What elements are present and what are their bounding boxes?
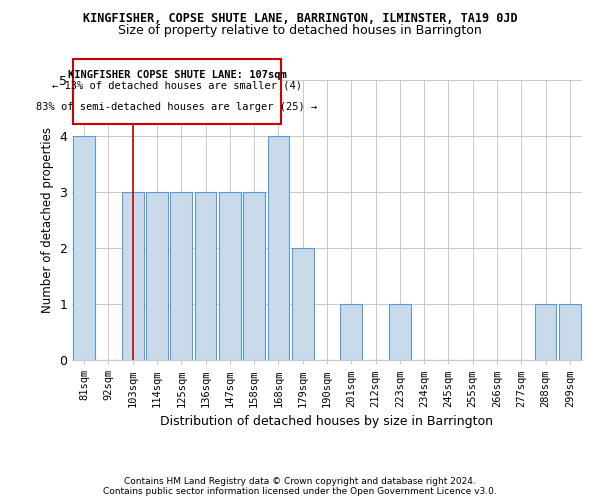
Bar — [219, 192, 241, 360]
Bar — [389, 304, 411, 360]
FancyBboxPatch shape — [73, 58, 281, 124]
Bar — [122, 192, 143, 360]
Bar — [340, 304, 362, 360]
X-axis label: Distribution of detached houses by size in Barrington: Distribution of detached houses by size … — [161, 415, 493, 428]
Bar — [559, 304, 581, 360]
Text: ← 13% of detached houses are smaller (4): ← 13% of detached houses are smaller (4) — [52, 80, 302, 90]
Bar — [243, 192, 265, 360]
Text: Contains HM Land Registry data © Crown copyright and database right 2024.: Contains HM Land Registry data © Crown c… — [124, 477, 476, 486]
Bar — [73, 136, 95, 360]
Text: Size of property relative to detached houses in Barrington: Size of property relative to detached ho… — [118, 24, 482, 37]
Y-axis label: Number of detached properties: Number of detached properties — [41, 127, 53, 313]
Bar — [170, 192, 192, 360]
Bar — [292, 248, 314, 360]
Bar — [146, 192, 168, 360]
Bar — [194, 192, 217, 360]
Text: KINGFISHER COPSE SHUTE LANE: 107sqm: KINGFISHER COPSE SHUTE LANE: 107sqm — [68, 70, 286, 80]
Text: 83% of semi-detached houses are larger (25) →: 83% of semi-detached houses are larger (… — [37, 102, 317, 113]
Bar — [268, 136, 289, 360]
Text: Contains public sector information licensed under the Open Government Licence v3: Contains public sector information licen… — [103, 487, 497, 496]
Text: KINGFISHER, COPSE SHUTE LANE, BARRINGTON, ILMINSTER, TA19 0JD: KINGFISHER, COPSE SHUTE LANE, BARRINGTON… — [83, 12, 517, 26]
Bar — [535, 304, 556, 360]
